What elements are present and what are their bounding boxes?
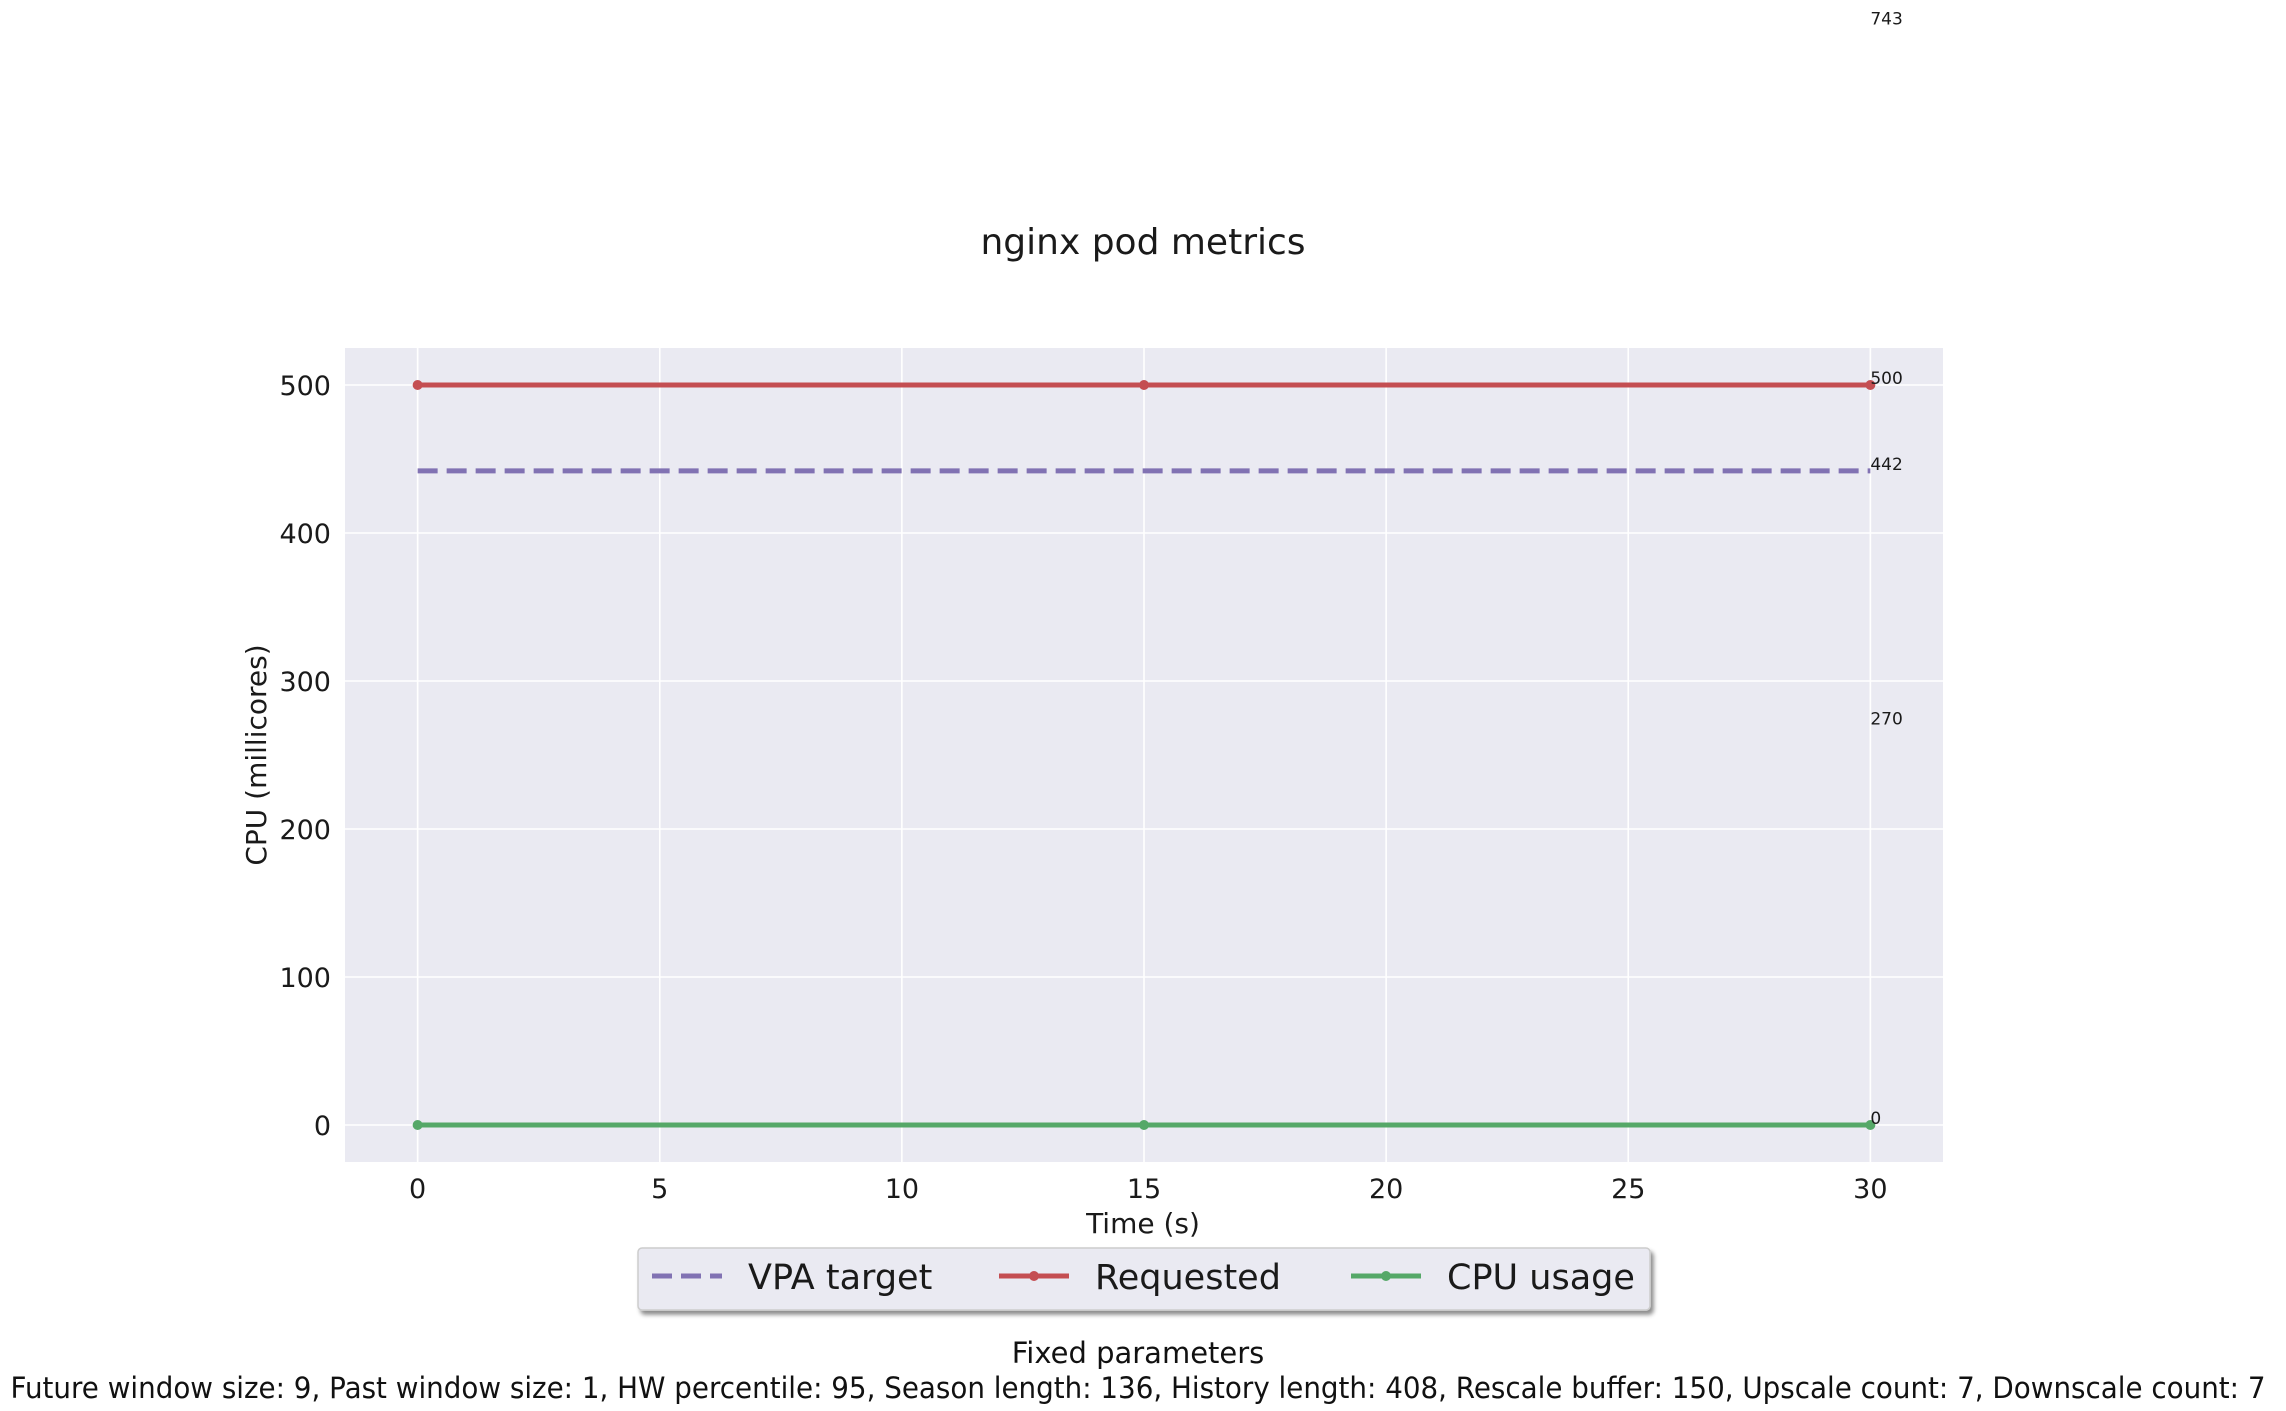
y-tick-label: 500	[279, 371, 331, 402]
cpu-usage-point	[1865, 1120, 1876, 1130]
y-tick-label: 300	[279, 667, 331, 698]
x-tick-label: 25	[1611, 1174, 1645, 1205]
y-tick-label: 100	[279, 963, 331, 994]
legend: VPA target Requested CPU usage	[637, 1247, 1651, 1311]
requested-point	[1139, 380, 1149, 390]
x-tick-label: 5	[651, 1174, 668, 1205]
x-tick-label: 30	[1853, 1174, 1887, 1205]
legend-cpu-usage-label: CPU usage	[1447, 1258, 1635, 1298]
annotations: 743 500 442 270 0	[1870, 9, 1902, 1129]
value-annotation: 270	[1870, 709, 1902, 729]
y-tick-label: 200	[279, 815, 331, 846]
cpu-usage-point	[1139, 1120, 1149, 1130]
x-tick-label: 15	[1127, 1174, 1161, 1205]
requested-point	[412, 380, 423, 390]
requested-point	[1865, 380, 1876, 390]
y-tick-label: 400	[279, 519, 331, 550]
legend-cpu-usage-marker	[1381, 1271, 1391, 1281]
series-layer	[412, 380, 1876, 1130]
legend-requested-marker	[1029, 1271, 1039, 1281]
value-annotation: 442	[1870, 455, 1902, 475]
cpu-usage-point	[412, 1120, 423, 1130]
x-axis-label: Time (s)	[1085, 1207, 1200, 1240]
x-tick-label: 0	[409, 1174, 426, 1205]
chart-title: nginx pod metrics	[980, 222, 1305, 263]
y-axis-label: CPU (millicores)	[240, 644, 273, 865]
y-tick-label: 0	[314, 1111, 331, 1142]
value-annotation: 500	[1870, 369, 1902, 389]
legend-box	[637, 1247, 1651, 1311]
footer-params: Future window size: 9, Past window size:…	[11, 1371, 2266, 1405]
x-tick-label: 20	[1369, 1174, 1403, 1205]
value-annotation: 0	[1870, 1109, 1881, 1129]
value-annotation: 743	[1870, 9, 1902, 29]
legend-requested-label: Requested	[1095, 1258, 1281, 1298]
x-tick-label: 10	[885, 1174, 919, 1205]
legend-vpa-target-label: VPA target	[748, 1258, 932, 1298]
footer-heading: Fixed parameters	[1012, 1336, 1265, 1370]
